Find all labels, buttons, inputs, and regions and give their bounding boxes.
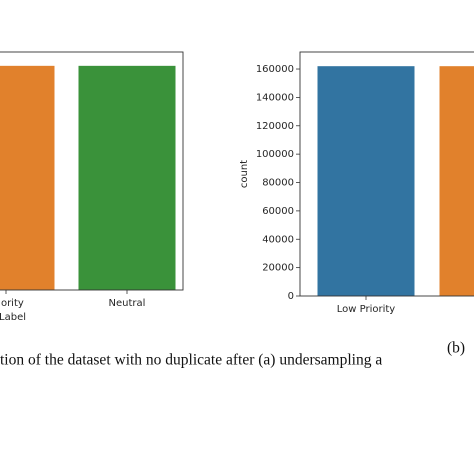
y-tick-label: 0 xyxy=(288,291,294,302)
y-tick-label: 140000 xyxy=(256,92,294,103)
y-tick-label: 80000 xyxy=(262,178,294,189)
y-tick-label: 60000 xyxy=(262,206,294,217)
y-tick-label: 20000 xyxy=(262,263,294,274)
bar xyxy=(439,66,474,297)
x-tick-label: Priority xyxy=(0,298,24,309)
y-tick-label: 100000 xyxy=(256,149,294,160)
axes-frame xyxy=(299,51,474,297)
y-axis-label: count xyxy=(239,160,250,188)
bar xyxy=(78,65,176,290)
bar xyxy=(317,66,415,297)
y-tick-label: 120000 xyxy=(256,121,294,132)
panel-label: (b) xyxy=(447,340,465,357)
bar xyxy=(0,65,55,290)
x-axis-label: ty Label xyxy=(0,312,26,323)
x-tick-label: Low Priority xyxy=(337,304,396,315)
y-tick-label: 160000 xyxy=(256,64,294,75)
caption: tion of the dataset with no duplicate af… xyxy=(0,352,382,369)
x-tick-label: Neutral xyxy=(109,298,146,309)
axes-frame xyxy=(0,51,184,291)
y-tick-label: 40000 xyxy=(262,234,294,245)
